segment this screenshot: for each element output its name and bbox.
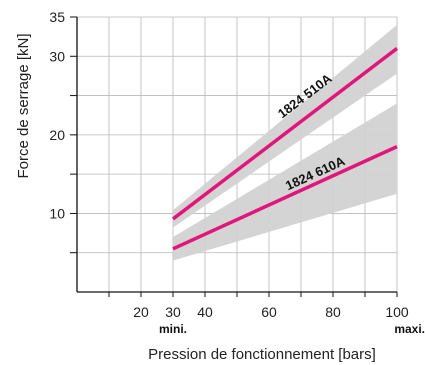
y-tick-label: 20 <box>49 127 65 143</box>
x-tick-label: 20 <box>133 304 149 320</box>
series-line-2 <box>172 145 398 251</box>
y-tick-label: 35 <box>49 9 65 25</box>
tick-labels: 10 20 30 35 20 30 40 60 80 100 mini. maxi. <box>49 9 425 336</box>
axes <box>70 16 398 297</box>
x-annotation: maxi. <box>394 322 425 336</box>
y-axis-label: Force de serrage [kN] <box>15 33 32 178</box>
x-annotation: mini. <box>159 322 187 336</box>
x-axis-label: Pression de fonctionnement [bars] <box>148 346 376 363</box>
confidence-bands <box>173 24 397 261</box>
y-tick-label: 30 <box>49 48 65 64</box>
x-tick-label: 100 <box>385 304 409 320</box>
x-tick-label: 40 <box>197 304 213 320</box>
y-tick-label: 10 <box>49 205 65 221</box>
series-lines <box>171 47 399 251</box>
x-tick-label: 80 <box>325 304 341 320</box>
x-tick-label: 60 <box>261 304 277 320</box>
band-2 <box>173 103 397 261</box>
x-tick-label: 30 <box>165 304 181 320</box>
series-line-1 <box>171 47 399 221</box>
